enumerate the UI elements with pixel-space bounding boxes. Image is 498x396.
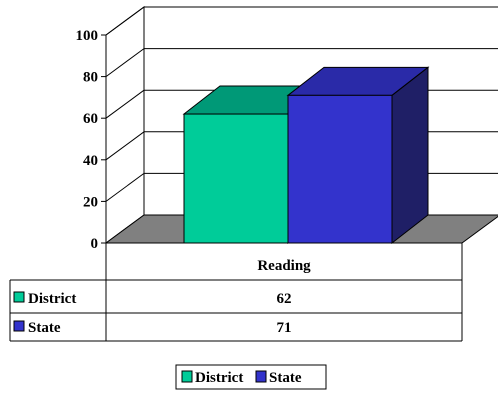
table-value: 62 <box>277 291 292 307</box>
bar-state <box>286 66 430 245</box>
y-tick-label: 40 <box>83 153 98 169</box>
y-tick-label: 60 <box>83 111 98 127</box>
gridline-side <box>105 6 145 36</box>
y-tick-label: 20 <box>83 194 98 210</box>
table-value: 71 <box>277 320 292 336</box>
data-table: Reading District 62 State 71 <box>9 243 463 342</box>
y-axis: 0 20 40 60 80 100 <box>76 28 107 252</box>
bar-side-face <box>391 66 429 245</box>
gridline-side <box>105 131 145 161</box>
bar-front-face <box>183 113 289 244</box>
table-series-name: State <box>28 320 61 336</box>
table-legend-swatch <box>13 291 25 303</box>
bar-front-face <box>287 94 393 244</box>
y-tick-label: 80 <box>83 70 98 86</box>
gridline-side <box>105 89 145 119</box>
gridline-side <box>105 172 145 202</box>
gridline-side <box>105 48 145 78</box>
bars <box>182 66 430 245</box>
legend-box <box>175 364 327 390</box>
table-legend-swatch <box>13 320 25 332</box>
side-wall <box>105 6 145 244</box>
y-tick-label: 100 <box>76 28 99 44</box>
legend-entry: District <box>195 370 243 386</box>
legend-swatch <box>255 370 267 383</box>
legend: District State <box>175 364 327 390</box>
legend-entry: State <box>269 370 302 386</box>
table-series-name: District <box>28 291 76 307</box>
category-label: Reading <box>257 258 311 274</box>
y-tick-label: 0 <box>91 236 99 252</box>
legend-swatch <box>181 370 193 383</box>
